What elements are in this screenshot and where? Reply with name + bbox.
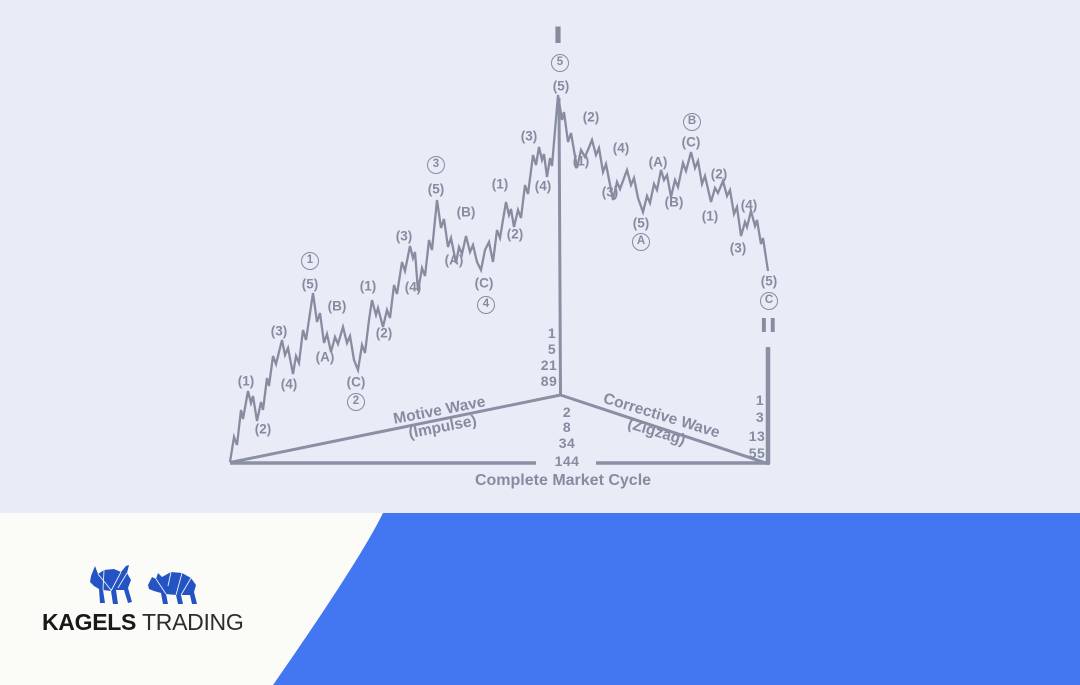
wave-degree-label: (4) <box>612 140 630 156</box>
wave-degree-label: (3) <box>520 128 538 144</box>
cycle-roman-numeral: II <box>760 315 778 337</box>
wave-degree-label: (3) <box>395 228 413 244</box>
wave-degree-label: (1) <box>701 208 719 224</box>
brand-name-bold: KAGELS <box>42 609 137 635</box>
bear-icon <box>148 571 197 604</box>
complete-cycle-label: Complete Market Cycle <box>474 472 652 490</box>
circled-wave-label: 3 <box>427 156 445 174</box>
brand-name: KAGELS TRADING <box>42 609 262 636</box>
footer-banner: Elliott Wellen Analyse <box>0 513 1080 685</box>
wave-degree-label: (1) <box>572 153 590 169</box>
wave-degree-label: (B) <box>456 204 476 220</box>
circled-wave-label: C <box>760 292 778 310</box>
fibonacci-number: 8 <box>562 419 572 435</box>
fibonacci-number: 3 <box>755 409 765 425</box>
circled-wave-label: A <box>632 233 650 251</box>
wave-degree-label: (B) <box>327 298 347 314</box>
wave-degree-label: (1) <box>359 278 377 294</box>
wave-degree-label: (1) <box>237 373 255 389</box>
fibonacci-number: 2 <box>562 404 572 420</box>
footer-curve <box>273 513 1080 685</box>
wave-degree-label: (5) <box>301 276 319 292</box>
wave-degree-label: (5) <box>632 215 650 231</box>
wave-degree-label: (5) <box>760 273 778 289</box>
wave-degree-label: (3) <box>270 323 288 339</box>
wave-degree-label: (A) <box>315 349 335 365</box>
brand-name-light: TRADING <box>142 609 244 635</box>
wave-degree-label: (2) <box>254 421 272 437</box>
wave-degree-label: (B) <box>664 194 684 210</box>
fibonacci-number: 21 <box>540 357 558 373</box>
blue-banner-shape <box>273 513 1080 685</box>
wave-degree-label: (C) <box>474 275 494 291</box>
fibonacci-number: 1 <box>547 325 557 341</box>
wave-degree-label: (1) <box>491 176 509 192</box>
wave-degree-label: (2) <box>710 166 728 182</box>
diagram-labels: (1) (2) (3) (4) (5) 1 (A) (B) (C) 2 (1) (2) (3) (4) (5… <box>237 22 778 469</box>
motive-trendline <box>229 393 561 464</box>
wave-degree-label: (3) <box>729 240 747 256</box>
wave-degree-label: (3) <box>601 184 619 200</box>
wave-path <box>228 94 770 463</box>
wave-degree-label: (2) <box>506 226 524 242</box>
bull-icon <box>90 565 132 604</box>
wave-degree-label: (A) <box>444 252 464 268</box>
corrective-trendline <box>560 393 770 466</box>
circled-wave-label: 5 <box>551 54 569 72</box>
wave-degree-label: (C) <box>681 134 701 150</box>
circled-wave-label: 2 <box>347 393 365 411</box>
center-vertical-line <box>557 97 562 396</box>
brand-logo: KAGELS TRADING <box>42 562 262 636</box>
fibonacci-number: 89 <box>540 373 558 389</box>
brand-animals <box>88 562 262 606</box>
wave-degree-label: (4) <box>740 197 758 213</box>
circled-wave-label: B <box>683 113 701 131</box>
elliott-wave-diagram <box>228 94 771 466</box>
circled-wave-label: 4 <box>477 296 495 314</box>
fibonacci-number: 34 <box>558 435 576 451</box>
wave-degree-label: (4) <box>280 376 298 392</box>
wave-degree-label: (2) <box>582 109 600 125</box>
wave-degree-label: (5) <box>552 78 570 94</box>
cycle-roman-numeral: I <box>552 22 564 49</box>
circled-wave-label: 1 <box>301 252 319 270</box>
fibonacci-number: 13 <box>748 428 766 444</box>
wave-degree-label: (A) <box>648 154 668 170</box>
wave-degree-label: (C) <box>346 374 366 390</box>
wave-degree-label: (5) <box>427 181 445 197</box>
fibonacci-number: 1 <box>755 392 765 408</box>
wave-degree-label: (4) <box>404 279 422 295</box>
wave-degree-label: (2) <box>375 325 393 341</box>
wave-degree-label: (4) <box>534 178 552 194</box>
fibonacci-number: 55 <box>748 445 766 461</box>
fibonacci-number: 144 <box>554 453 580 469</box>
fibonacci-number: 5 <box>547 341 557 357</box>
